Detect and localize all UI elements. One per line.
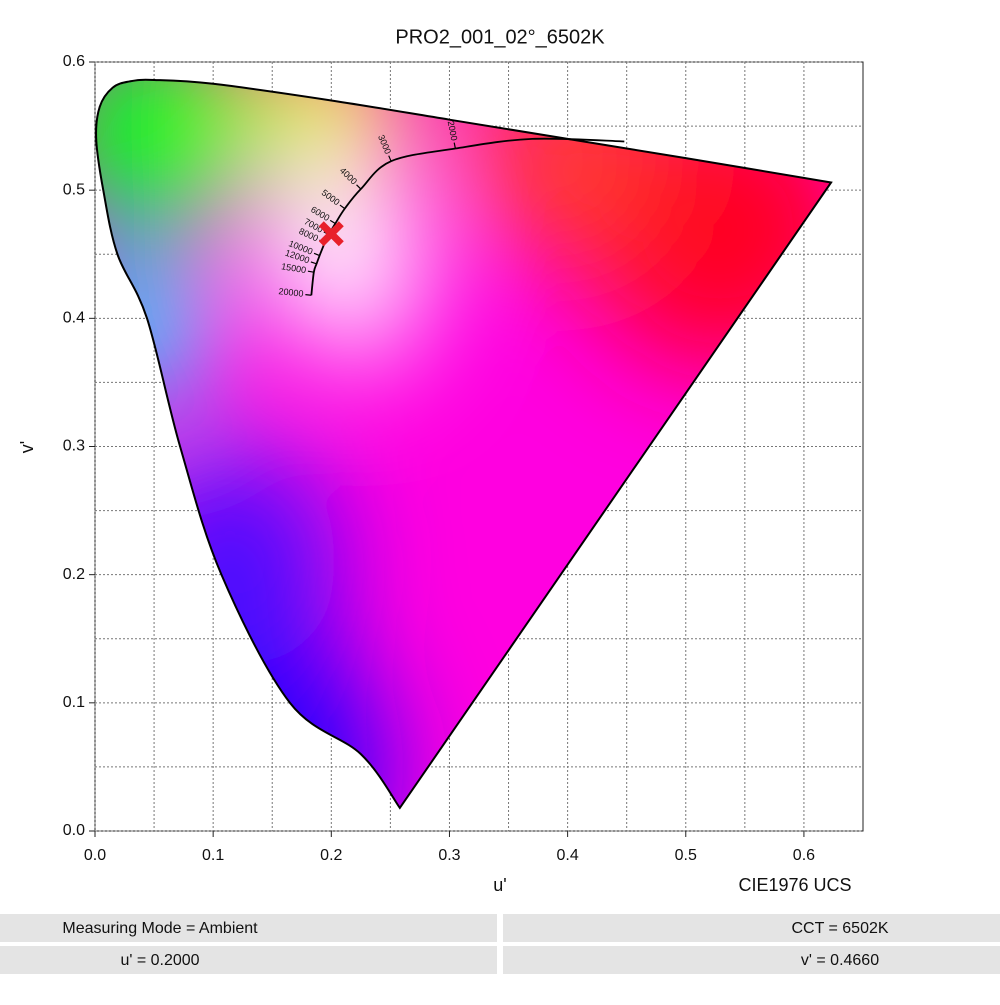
cct-tick — [339, 204, 346, 210]
x-axis-label: u' — [493, 875, 506, 895]
planckian-locus — [310, 137, 625, 296]
status-cell — [0, 914, 497, 942]
cct-tick — [388, 155, 392, 162]
x-tick-label: 0.1 — [202, 847, 224, 864]
cct-label: 15000 — [281, 261, 307, 275]
cct-label: 20000 — [278, 286, 304, 299]
spectral-locus — [95, 78, 833, 810]
status-cell — [0, 946, 497, 974]
status-v: v' = 0.4660 — [801, 952, 879, 969]
y-axis-label: v' — [17, 441, 37, 453]
y-tick-label: 0.3 — [63, 438, 85, 455]
x-tick-label: 0.4 — [556, 847, 578, 864]
status-mode: Measuring Mode = Ambient — [62, 920, 258, 937]
cct-tick — [329, 219, 336, 225]
cct-tick — [313, 252, 320, 257]
y-tick-label: 0.5 — [63, 181, 85, 198]
cct-tick — [453, 142, 456, 149]
y-tick-label: 0.6 — [63, 53, 85, 70]
cct-tick — [305, 294, 312, 296]
cct-tick — [310, 261, 317, 265]
cct-tick — [307, 270, 314, 273]
x-tick-label: 0.2 — [320, 847, 342, 864]
y-tick-label: 0.0 — [63, 822, 85, 839]
cct-tick — [356, 184, 362, 190]
status-cell — [503, 946, 1000, 974]
x-tick-label: 0.5 — [675, 847, 697, 864]
x-tick-label: 0.6 — [793, 847, 815, 864]
x-tick-label: 0.0 — [84, 847, 106, 864]
measurement-point — [318, 221, 344, 247]
y-tick-label: 0.2 — [63, 566, 85, 583]
status-cct: CCT = 6502K — [791, 920, 888, 937]
status-u: u' = 0.2000 — [120, 952, 199, 969]
space-label: CIE1976 UCS — [738, 875, 851, 895]
y-tick-label: 0.1 — [63, 694, 85, 711]
chart-title: PRO2_001_02°_6502K — [395, 26, 605, 48]
status-bar: Measuring Mode = Ambient CCT = 6502K u' … — [0, 914, 1000, 974]
status-cell — [503, 914, 1000, 942]
y-tick-label: 0.4 — [63, 310, 85, 327]
cct-label: 2000 — [446, 120, 460, 142]
x-tick-label: 0.3 — [438, 847, 460, 864]
